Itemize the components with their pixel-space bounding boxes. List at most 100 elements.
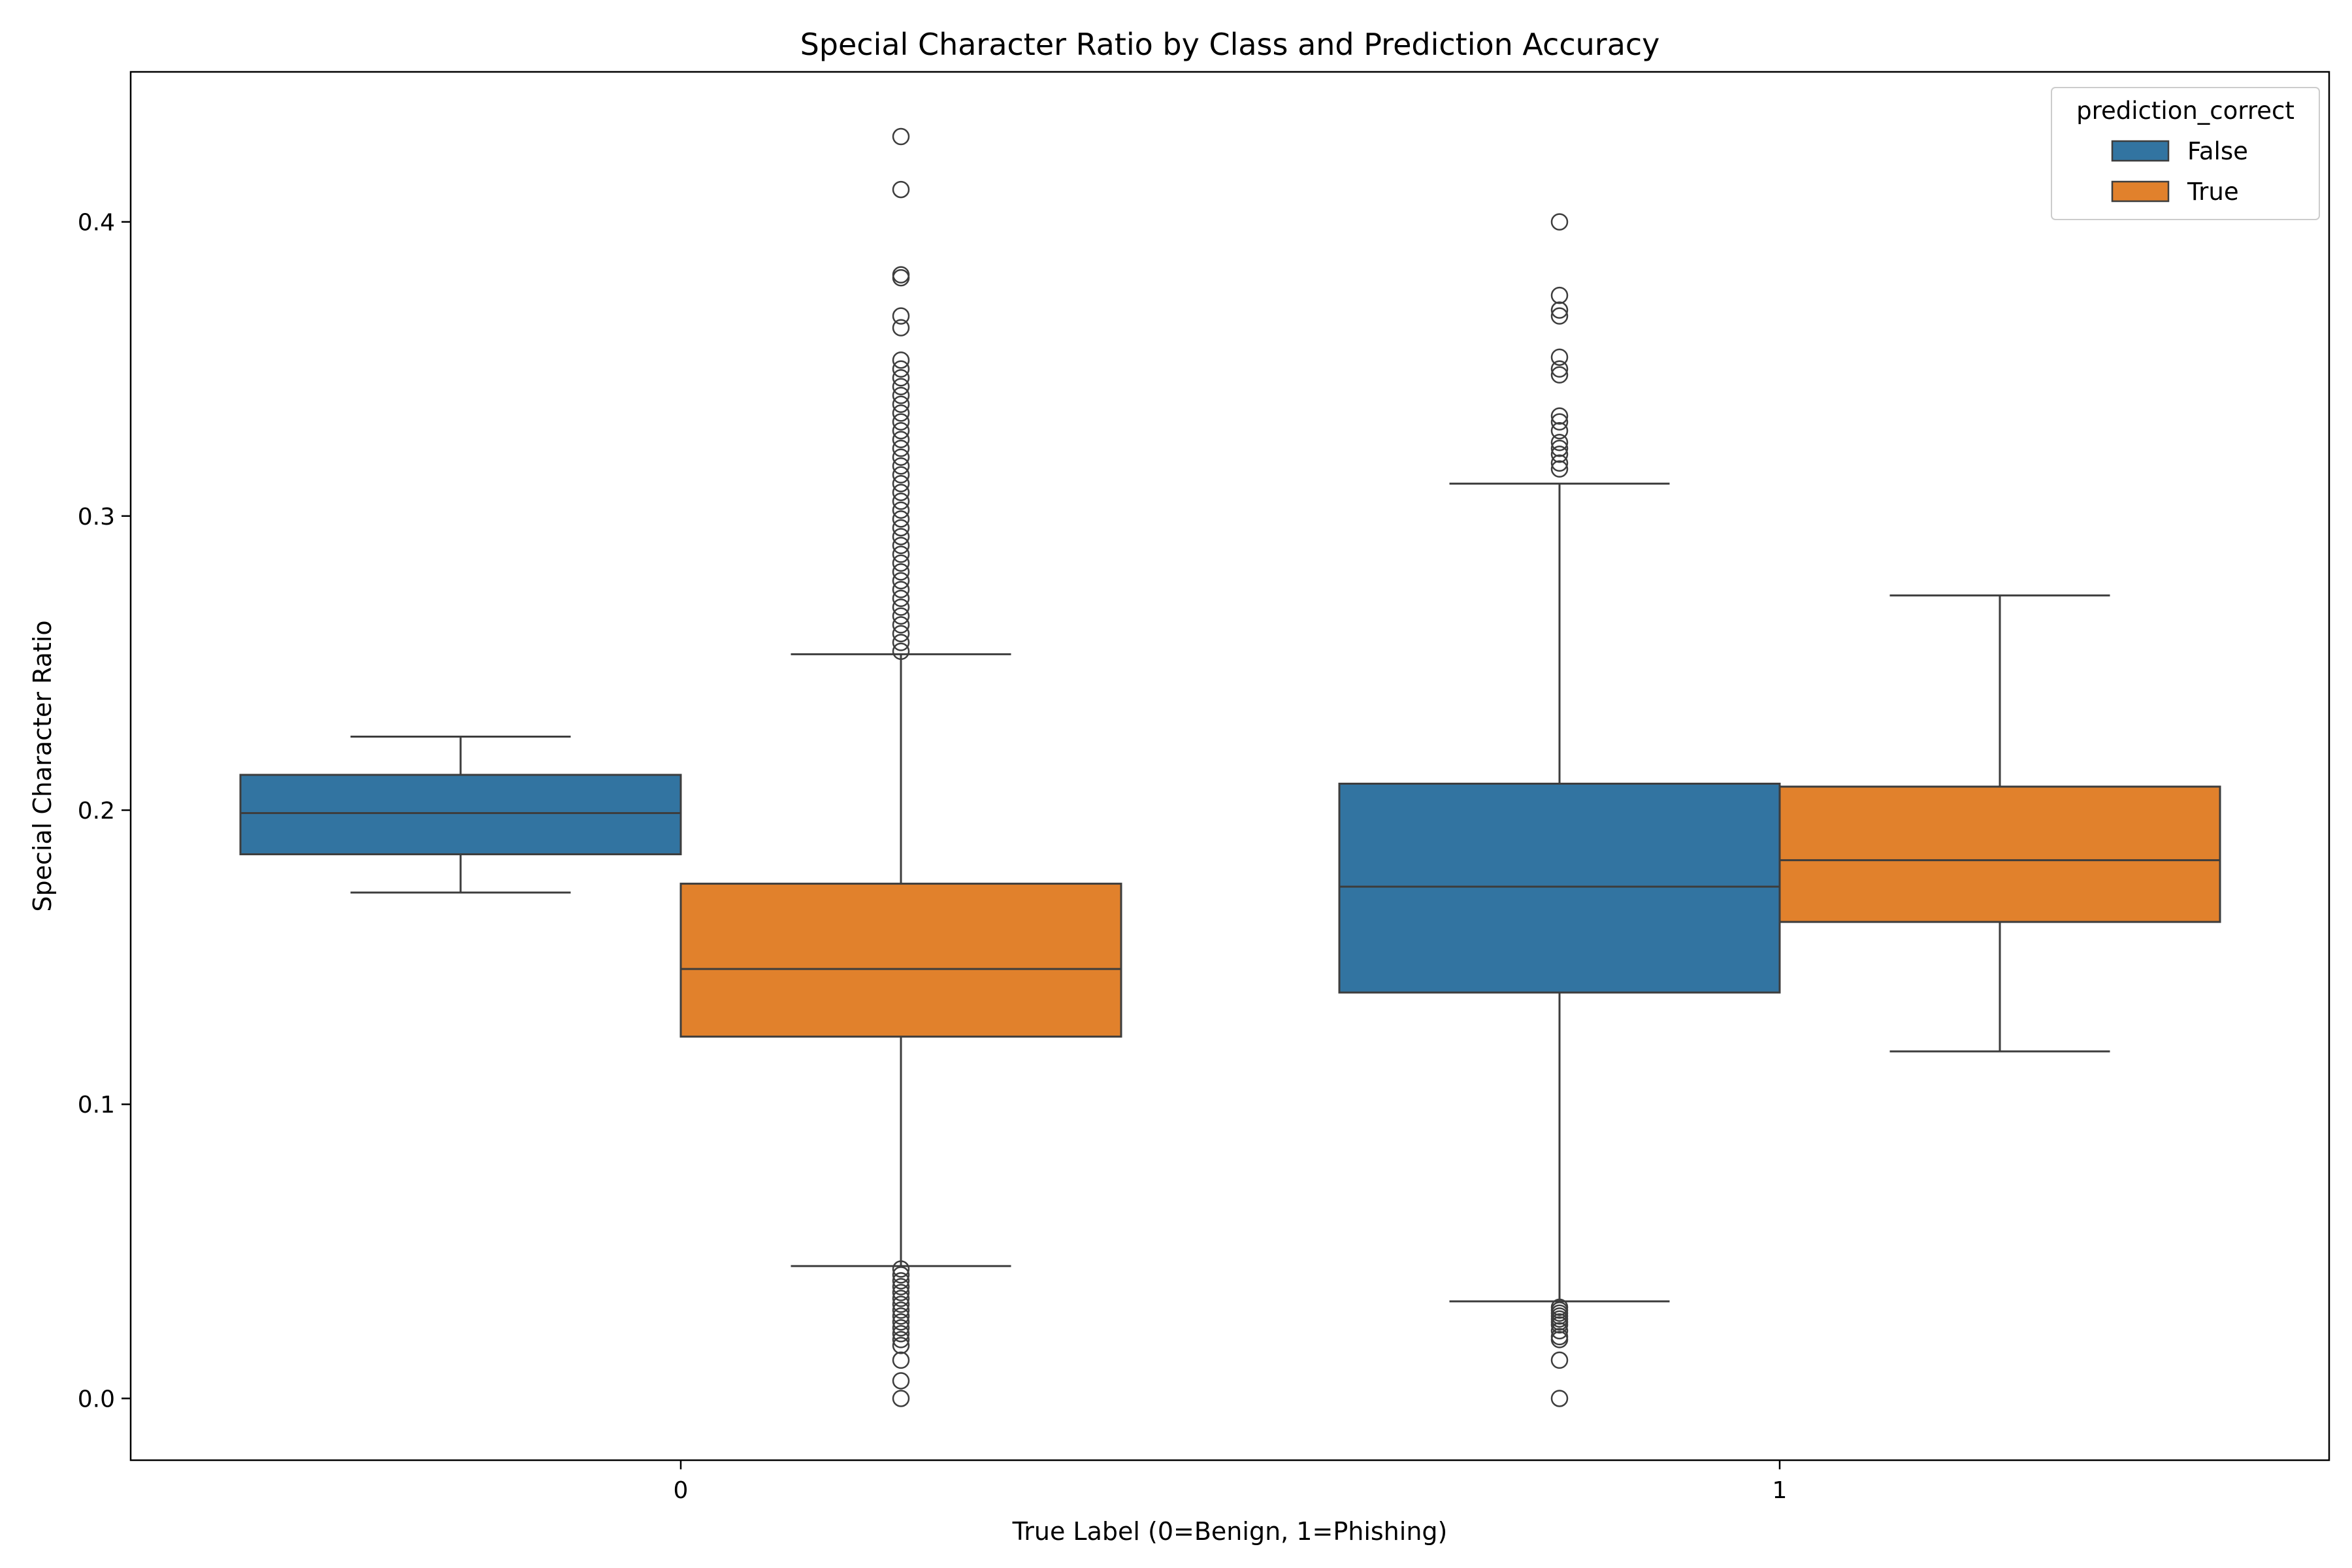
outlier-point xyxy=(892,1278,910,1296)
y-tick-label: 0.0 xyxy=(78,1386,115,1413)
outlier-point xyxy=(1550,434,1569,451)
box-iqr xyxy=(1338,783,1781,994)
outlier-point xyxy=(892,1319,910,1337)
box-true-0 xyxy=(679,127,1122,1407)
outlier-point xyxy=(892,1307,910,1325)
outlier-point xyxy=(892,1390,910,1407)
box-false-0 xyxy=(239,735,682,894)
outlier-point xyxy=(1550,407,1569,425)
outlier-point xyxy=(892,519,910,537)
box-true-1 xyxy=(1778,594,2221,1053)
y-tick-label: 0.2 xyxy=(78,798,115,825)
outlier-point xyxy=(892,607,910,625)
outlier-point xyxy=(1550,1351,1569,1369)
outlier-point xyxy=(892,536,910,555)
y-tick-label: 0.3 xyxy=(78,504,115,531)
outlier-point xyxy=(892,616,910,634)
outlier-point xyxy=(892,319,910,336)
legend-swatch-false xyxy=(2111,140,2170,162)
legend-label-true: True xyxy=(2187,178,2239,206)
x-tick-label: 0 xyxy=(674,1477,689,1504)
outlier-point xyxy=(892,642,910,661)
outlier-point xyxy=(892,368,910,387)
outlier-point xyxy=(892,1260,910,1278)
outlier-point xyxy=(892,554,910,572)
outlier-point xyxy=(892,440,910,457)
x-axis-label: True Label (0=Benign, 1=Phishing) xyxy=(1012,1517,1448,1546)
outlier-point xyxy=(892,493,910,510)
outlier-point xyxy=(892,563,910,581)
outlier-point xyxy=(892,1351,910,1369)
outlier-point xyxy=(892,528,910,546)
outlier-point xyxy=(892,634,910,651)
outlier-point xyxy=(892,1266,910,1284)
outlier-point xyxy=(892,501,910,519)
outlier-point xyxy=(892,1284,910,1301)
outlier-point xyxy=(1550,460,1569,478)
outlier-point xyxy=(892,1331,910,1348)
outlier-point xyxy=(892,598,910,616)
outlier-point xyxy=(892,413,910,431)
outlier-point xyxy=(892,404,910,422)
outlier-point xyxy=(892,1325,910,1343)
legend-title: prediction_correct xyxy=(2076,97,2295,125)
outlier-point xyxy=(892,1313,910,1331)
outlier-point xyxy=(892,351,910,369)
outlier-point xyxy=(892,510,910,528)
plot-area xyxy=(239,127,2221,1407)
outlier-point xyxy=(892,269,910,287)
y-tick-label: 0.1 xyxy=(78,1092,115,1119)
outlier-point xyxy=(892,395,910,413)
legend-swatch-true xyxy=(2111,180,2170,203)
outlier-point xyxy=(892,1301,910,1319)
box-false-1 xyxy=(1338,213,1781,1407)
outlier-point xyxy=(892,581,910,598)
outlier-point xyxy=(1550,1316,1569,1334)
outlier-point xyxy=(892,572,910,590)
box-iqr xyxy=(239,774,682,856)
outlier-point xyxy=(892,1296,910,1313)
outlier-point xyxy=(892,1372,910,1390)
outlier-point xyxy=(892,1272,910,1290)
outlier-point xyxy=(1550,366,1569,384)
outlier-point xyxy=(892,483,910,502)
y-tick-label: 0.4 xyxy=(78,210,115,237)
outlier-point xyxy=(892,457,910,475)
outlier-point xyxy=(892,625,910,643)
outlier-point xyxy=(1550,301,1569,319)
outlier-point xyxy=(892,180,910,199)
outlier-point xyxy=(892,1290,910,1307)
outlier-point xyxy=(1550,454,1569,472)
outlier-point xyxy=(892,448,910,466)
outlier-point xyxy=(1550,1390,1569,1407)
y-axis: 0.0 0.1 0.2 0.3 0.4 xyxy=(78,210,131,1413)
outlier-point xyxy=(892,386,910,404)
box-iqr xyxy=(1778,785,2221,923)
outlier-point xyxy=(1550,413,1569,431)
outlier-point xyxy=(892,431,910,449)
axes-frame xyxy=(129,71,2330,1462)
outlier-point xyxy=(1550,1331,1569,1348)
y-axis-label: Special Character Ratio xyxy=(28,620,57,911)
outlier-point xyxy=(892,466,910,484)
legend: prediction_correct False True xyxy=(2051,87,2320,220)
outlier-point xyxy=(1550,446,1569,463)
outlier-point xyxy=(1550,1322,1569,1340)
outlier-point xyxy=(1550,422,1569,440)
outlier-point xyxy=(1550,440,1569,457)
outlier-point xyxy=(892,1337,910,1354)
outlier-point xyxy=(1550,348,1569,366)
outlier-point xyxy=(892,127,910,146)
outlier-point xyxy=(892,360,910,378)
chart-title: Special Character Ratio by Class and Pre… xyxy=(800,27,1660,62)
outlier-point xyxy=(1550,213,1569,231)
box-iqr xyxy=(679,883,1122,1038)
outlier-point xyxy=(892,378,910,395)
outlier-point xyxy=(892,546,910,563)
legend-label-false: False xyxy=(2187,137,2248,165)
outlier-point xyxy=(892,475,910,493)
outlier-point xyxy=(1550,360,1569,378)
outlier-point xyxy=(1550,286,1569,304)
x-tick-label: 1 xyxy=(1772,1477,1788,1504)
